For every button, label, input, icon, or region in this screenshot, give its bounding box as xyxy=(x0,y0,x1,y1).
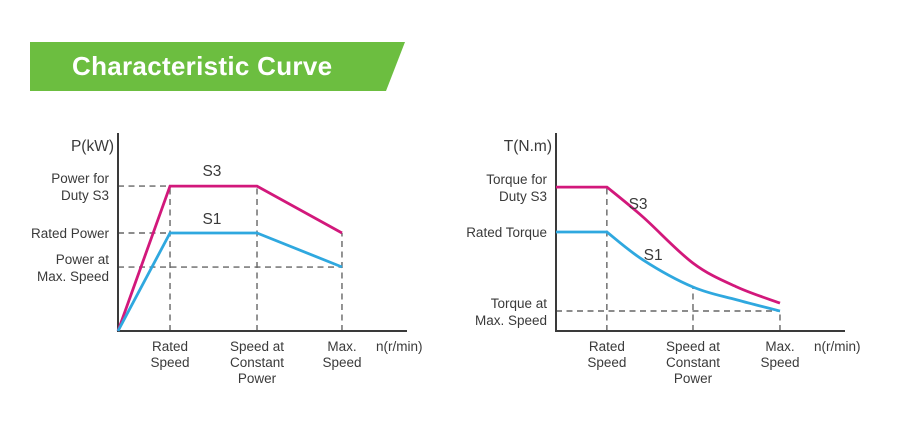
x-axis-unit-label: n(r/min) xyxy=(376,339,423,354)
torque-chart-svg: S3 S1 T(N.m) Torque for Duty S3 Rated Torque T… xyxy=(466,133,861,386)
x-tick-label: Power xyxy=(238,371,277,386)
series-label-s1: S1 xyxy=(202,211,221,228)
x-tick-label: Rated xyxy=(589,339,625,354)
x-tick-label: Max. xyxy=(327,339,356,354)
x-tick-label: Constant xyxy=(230,355,284,370)
y-tick-label: Rated Power xyxy=(31,226,110,241)
x-tick-label: Speed xyxy=(150,355,189,370)
y-tick-label: Rated Torque xyxy=(466,225,547,240)
series-curve-s3 xyxy=(116,184,343,332)
torque-chart: S3 S1 T(N.m) Torque for Duty S3 Rated Torque T… xyxy=(466,115,900,425)
y-tick-label: Power for xyxy=(51,171,109,186)
y-tick-label: Duty S3 xyxy=(61,188,109,203)
x-tick-label: Speed xyxy=(587,355,626,370)
x-tick-label: Max. xyxy=(765,339,794,354)
x-tick-label: Speed at xyxy=(666,339,720,354)
x-axis-unit-label: n(r/min) xyxy=(814,339,861,354)
axes xyxy=(117,133,407,332)
series-curve-s1 xyxy=(116,231,343,332)
series-label-s1: S1 xyxy=(644,247,663,264)
y-tick-label: Duty S3 xyxy=(499,189,547,204)
x-tick-label: Power xyxy=(674,371,713,386)
y-axis-unit-label: P(kW) xyxy=(71,138,114,155)
series-label-s3: S3 xyxy=(202,163,221,180)
power-chart-svg: S3 S1 P(kW) Power for Duty S3 Rated Power Powe… xyxy=(31,133,423,386)
series-label-s3: S3 xyxy=(629,196,648,213)
x-tick-label: Speed xyxy=(760,355,799,370)
y-tick-label: Torque for xyxy=(486,172,547,187)
y-tick-label: Max. Speed xyxy=(475,313,547,328)
axes xyxy=(555,133,845,332)
x-tick-label: Speed at xyxy=(230,339,284,354)
x-tick-label: Rated xyxy=(152,339,188,354)
title-banner: Characteristic Curve xyxy=(30,42,405,91)
series-curve-s1 xyxy=(556,230,781,313)
y-axis-unit-label: T(N.m) xyxy=(504,138,552,155)
series-curve-s3 xyxy=(556,185,781,305)
y-tick-label: Torque at xyxy=(491,296,548,311)
power-chart: S3 S1 P(kW) Power for Duty S3 Rated Power Powe… xyxy=(30,115,464,425)
x-tick-label: Speed xyxy=(322,355,361,370)
page-title: Characteristic Curve xyxy=(72,51,333,81)
y-tick-label: Max. Speed xyxy=(37,269,109,284)
x-tick-label: Constant xyxy=(666,355,720,370)
y-tick-label: Power at xyxy=(56,252,110,267)
